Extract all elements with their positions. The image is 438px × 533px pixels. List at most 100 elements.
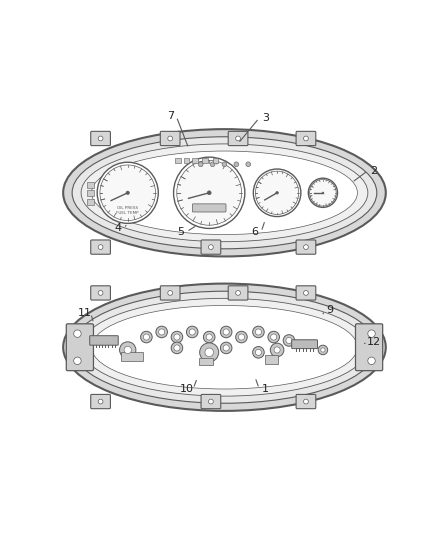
Ellipse shape	[72, 137, 377, 249]
Circle shape	[124, 346, 131, 353]
Bar	[212, 158, 218, 163]
FancyBboxPatch shape	[91, 240, 110, 254]
FancyBboxPatch shape	[201, 240, 221, 254]
FancyBboxPatch shape	[91, 131, 110, 146]
Circle shape	[207, 191, 211, 195]
Circle shape	[223, 345, 229, 351]
Text: OIL PRESS
FUEL TEMP: OIL PRESS FUEL TEMP	[117, 206, 139, 215]
Bar	[192, 158, 198, 163]
FancyBboxPatch shape	[296, 394, 316, 409]
Text: 9: 9	[326, 305, 333, 315]
Circle shape	[253, 326, 264, 338]
Circle shape	[238, 334, 244, 340]
Circle shape	[98, 290, 103, 295]
FancyBboxPatch shape	[192, 204, 226, 212]
Circle shape	[220, 342, 232, 354]
Ellipse shape	[92, 305, 357, 389]
Circle shape	[208, 399, 213, 404]
Circle shape	[255, 171, 299, 214]
Circle shape	[236, 136, 240, 141]
Circle shape	[276, 191, 279, 194]
Circle shape	[206, 349, 212, 356]
FancyBboxPatch shape	[296, 240, 316, 254]
Text: 5: 5	[177, 227, 184, 237]
Ellipse shape	[92, 151, 357, 235]
Circle shape	[143, 334, 149, 340]
FancyBboxPatch shape	[91, 286, 110, 300]
Text: 10: 10	[180, 384, 194, 394]
FancyBboxPatch shape	[160, 131, 180, 146]
Circle shape	[126, 191, 129, 195]
Circle shape	[174, 334, 180, 340]
Circle shape	[98, 399, 103, 404]
FancyBboxPatch shape	[356, 324, 383, 370]
Ellipse shape	[81, 298, 368, 396]
FancyBboxPatch shape	[292, 340, 318, 349]
Circle shape	[198, 162, 203, 167]
Circle shape	[322, 192, 324, 193]
Circle shape	[304, 399, 308, 404]
Circle shape	[321, 348, 325, 352]
Ellipse shape	[72, 291, 377, 403]
Bar	[202, 158, 208, 163]
FancyBboxPatch shape	[90, 336, 118, 345]
Circle shape	[171, 342, 183, 354]
Circle shape	[173, 157, 245, 229]
Circle shape	[270, 343, 284, 357]
Circle shape	[223, 329, 229, 335]
Text: 6: 6	[251, 227, 258, 237]
Circle shape	[246, 162, 251, 167]
Circle shape	[187, 326, 198, 338]
Circle shape	[304, 290, 308, 295]
Bar	[87, 199, 95, 205]
Circle shape	[98, 136, 103, 141]
Circle shape	[286, 337, 292, 343]
Circle shape	[222, 162, 227, 167]
Circle shape	[171, 332, 183, 343]
Ellipse shape	[63, 284, 386, 411]
Circle shape	[74, 330, 81, 337]
FancyBboxPatch shape	[228, 286, 248, 300]
Ellipse shape	[81, 144, 368, 241]
Circle shape	[203, 332, 215, 343]
Bar	[265, 356, 278, 364]
FancyBboxPatch shape	[296, 286, 316, 300]
Circle shape	[304, 136, 308, 141]
Circle shape	[253, 169, 301, 216]
Circle shape	[203, 346, 215, 358]
Circle shape	[74, 357, 81, 365]
Circle shape	[236, 332, 247, 343]
Circle shape	[268, 332, 279, 343]
FancyBboxPatch shape	[228, 131, 248, 146]
Text: 4: 4	[114, 223, 121, 233]
Circle shape	[283, 335, 295, 346]
Circle shape	[168, 136, 173, 141]
Circle shape	[189, 329, 195, 335]
Text: 12: 12	[367, 337, 381, 347]
Circle shape	[100, 165, 155, 221]
Circle shape	[236, 290, 240, 295]
Circle shape	[159, 329, 165, 335]
Circle shape	[205, 348, 213, 357]
Bar	[121, 352, 143, 361]
Circle shape	[253, 346, 264, 358]
Circle shape	[274, 347, 280, 353]
Circle shape	[120, 342, 136, 358]
Circle shape	[98, 245, 103, 249]
Bar	[87, 190, 95, 196]
Text: 1: 1	[262, 384, 268, 394]
Circle shape	[304, 245, 308, 249]
Circle shape	[234, 162, 239, 167]
Circle shape	[220, 326, 232, 338]
FancyBboxPatch shape	[160, 286, 180, 300]
Circle shape	[177, 160, 242, 225]
Circle shape	[368, 330, 375, 337]
Circle shape	[97, 162, 158, 223]
Bar	[199, 358, 213, 365]
Text: 2: 2	[370, 166, 378, 176]
FancyBboxPatch shape	[91, 394, 110, 409]
Text: 11: 11	[78, 308, 92, 318]
Circle shape	[206, 334, 212, 340]
Circle shape	[141, 332, 152, 343]
FancyBboxPatch shape	[201, 394, 221, 409]
